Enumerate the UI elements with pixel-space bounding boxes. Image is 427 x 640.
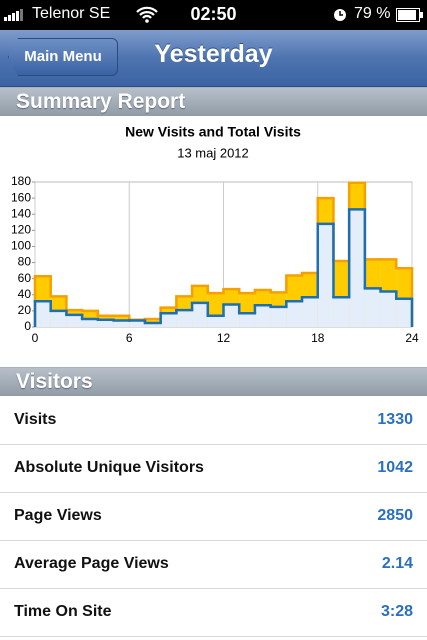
y-tick-label: 0 xyxy=(24,319,31,333)
x-tick-label: 18 xyxy=(311,331,325,345)
nav-title: Yesterday xyxy=(154,40,273,68)
area-step xyxy=(66,314,83,327)
stat-value: 1330 xyxy=(377,411,413,428)
area-step xyxy=(82,318,98,327)
y-tick-label: 180 xyxy=(11,174,31,188)
area-step xyxy=(396,298,412,327)
area-step xyxy=(50,310,67,327)
stat-value: 1042 xyxy=(377,459,413,476)
area-step xyxy=(160,313,177,327)
stat-label: Page Views xyxy=(14,507,102,524)
area-step xyxy=(349,209,365,327)
stat-label: Average Page Views xyxy=(14,555,169,572)
chart-subtitle: 13 maj 2012 xyxy=(177,145,249,160)
area-step xyxy=(35,301,51,327)
area-step xyxy=(364,288,381,327)
area-step xyxy=(286,301,303,327)
area-step xyxy=(254,305,271,327)
stat-label: Visits xyxy=(14,411,57,428)
clock: 02:50 xyxy=(190,4,237,24)
area-step xyxy=(223,304,240,327)
stat-row: Average Page Views 2.14 xyxy=(0,540,427,589)
alarm-icon xyxy=(334,9,346,21)
carrier: Telenor SE xyxy=(32,5,111,22)
area-step xyxy=(192,302,208,327)
y-tick-label: 100 xyxy=(11,239,31,253)
area-step xyxy=(380,291,397,327)
area-step xyxy=(97,319,114,327)
stat-row: Absolute Unique Visitors 1042 xyxy=(0,444,427,493)
area-step xyxy=(317,223,334,327)
area-step xyxy=(239,313,255,327)
wifi-icon xyxy=(136,6,158,23)
area-step xyxy=(144,322,161,327)
stat-row: Time On Site 3:28 xyxy=(0,588,427,637)
x-tick-label: 6 xyxy=(126,331,133,345)
section-header: Summary Report xyxy=(0,87,427,116)
area-step xyxy=(113,320,130,327)
y-tick-label: 20 xyxy=(18,303,32,317)
back-button[interactable]: Main Menu xyxy=(8,38,118,76)
section-header: Visitors xyxy=(0,367,427,396)
stat-value: 2850 xyxy=(377,507,413,524)
x-tick-label: 0 xyxy=(32,331,39,345)
y-tick-label: 80 xyxy=(18,255,32,269)
y-tick-label: 160 xyxy=(11,190,31,204)
stat-value: 3:28 xyxy=(380,603,413,620)
area-step xyxy=(176,310,193,327)
battery-icon xyxy=(396,8,423,22)
nav-bar: Main Menu Yesterday xyxy=(0,30,427,87)
area-step xyxy=(302,297,318,327)
area-step xyxy=(129,320,145,327)
y-tick-label: 40 xyxy=(18,287,32,301)
y-tick-label: 140 xyxy=(11,206,31,220)
stat-row: Page Views 2850 xyxy=(0,492,427,541)
y-tick-label: 60 xyxy=(18,271,32,285)
chart-title: New Visits and Total Visits xyxy=(125,124,301,140)
stat-label: Absolute Unique Visitors xyxy=(14,459,204,476)
chart: New Visits and Total Visits 13 maj 2012 … xyxy=(11,124,419,345)
battery-percent: 79 % xyxy=(354,5,391,22)
status-bar: Telenor SE 02:50 79 % xyxy=(0,0,427,30)
x-tick-label: 12 xyxy=(217,331,231,345)
x-tick-label: 24 xyxy=(405,331,419,345)
stat-row: Visits 1330 xyxy=(0,396,427,445)
area-step xyxy=(207,315,224,327)
y-tick-label: 120 xyxy=(11,223,31,237)
stat-label: Time On Site xyxy=(14,603,112,620)
area-step xyxy=(270,306,287,327)
stat-value: 2.14 xyxy=(381,555,413,572)
area-step xyxy=(333,297,350,327)
signal-icon xyxy=(4,9,23,21)
